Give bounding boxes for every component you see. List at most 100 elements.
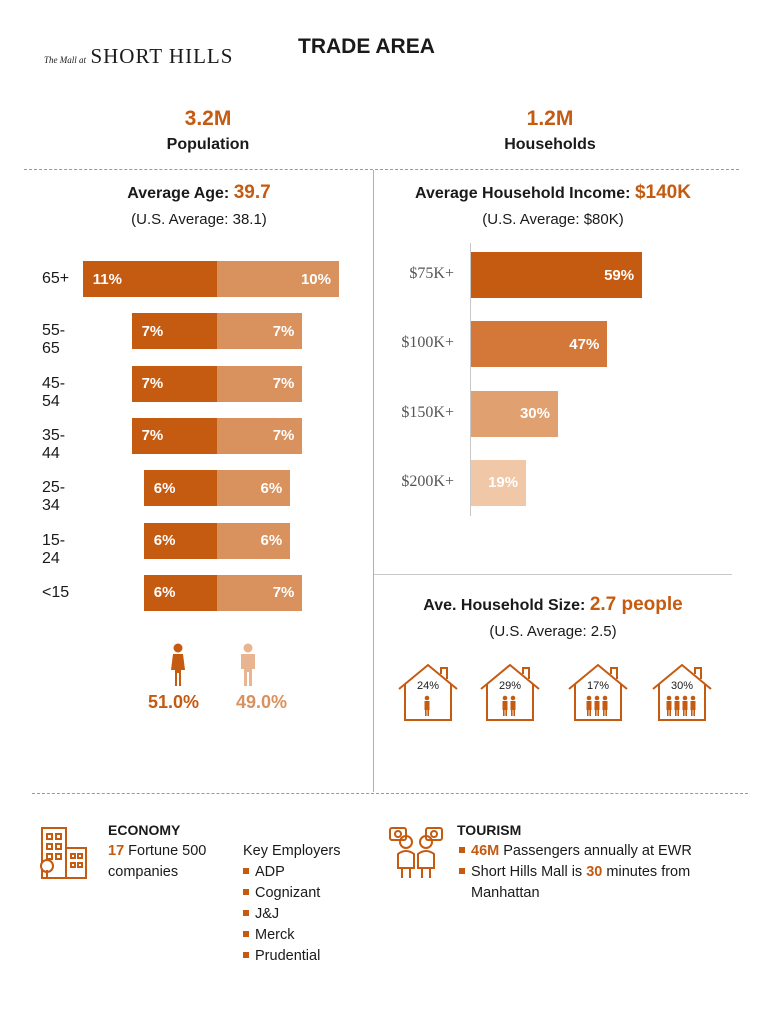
age-category-label: 35-44	[42, 426, 66, 462]
income-bar: 59%	[471, 252, 643, 298]
employer-name: ADP	[255, 864, 285, 880]
age-bar-male: 7%	[217, 313, 303, 350]
fortune-label-2: companies	[108, 864, 179, 880]
male-total: 49.0%	[236, 692, 288, 712]
passengers-number: 46M	[471, 843, 500, 859]
fortune-text: 17 Fortune 500 companies	[108, 841, 206, 883]
age-bar-female: 7%	[131, 365, 217, 402]
income-bar: 30%	[471, 390, 558, 437]
tourism-title: TOURISM	[457, 822, 522, 838]
economy-title: ECONOMY	[108, 822, 181, 838]
age-bar-male: 7%	[217, 365, 303, 402]
bullet-icon	[243, 910, 249, 917]
distance-text-cont: Manhattan	[471, 885, 540, 901]
households-label: Households	[504, 136, 596, 153]
house-percent: 29%	[498, 680, 522, 692]
age-bar-female: 6%	[143, 522, 217, 559]
household-size-heading: Ave. Household Size: 2.7 people	[374, 594, 732, 616]
households-value: 1.2M	[526, 107, 574, 130]
income-category-label: $150K+	[401, 403, 454, 421]
tourism-list: 46M Passengers annually at EWR Short Hil…	[459, 841, 749, 904]
tourism-item: 46M Passengers annually at EWR	[459, 841, 749, 862]
tourism-item: Short Hills Mall is 30 minutes from	[459, 862, 749, 883]
income-bar: 19%	[471, 459, 527, 506]
household-size-label: Ave. Household Size:	[423, 597, 586, 614]
age-category-label: 15-24	[42, 531, 66, 567]
income-category-label: $200K+	[401, 472, 454, 490]
female-total: 51.0%	[148, 692, 200, 712]
avg-age-note: (U.S. Average: 38.1)	[131, 211, 267, 228]
bullet-icon	[243, 952, 249, 959]
employer-name: Merck	[255, 927, 295, 943]
population-label: Population	[166, 136, 250, 153]
house-icon	[651, 662, 713, 727]
key-employers-label: Key Employers	[243, 843, 341, 859]
income-bar: 47%	[471, 321, 608, 368]
bullet-icon	[243, 889, 249, 896]
passengers-text: Passengers annually at EWR	[503, 843, 692, 859]
age-category-label: <15	[42, 583, 70, 601]
logo: The Mall at SHORT HILLS	[44, 44, 274, 69]
divider-vertical	[373, 170, 374, 792]
age-bar-male: 7%	[217, 574, 303, 611]
employer-item: Prudential	[243, 946, 341, 967]
avg-income-heading: Average Household Income: $140K	[374, 182, 732, 204]
page-title: TRADE AREA	[298, 35, 435, 58]
distance-text-post: minutes from	[606, 864, 691, 880]
tourists-icon	[386, 822, 446, 885]
avg-age-heading: Average Age: 39.7	[24, 182, 374, 204]
male-icon	[238, 643, 258, 692]
age-bar-male: 7%	[217, 417, 303, 454]
house-icon	[397, 662, 459, 727]
age-category-label: 55-65	[42, 322, 66, 358]
house-percent: 30%	[670, 680, 694, 692]
fortune-number: 17	[108, 843, 125, 859]
population-value: 3.2M	[184, 107, 232, 130]
household-size-note: (U.S. Average: 2.5)	[489, 623, 617, 640]
household-size-value: 2.7 people	[589, 594, 683, 615]
avg-age-value: 39.7	[233, 182, 271, 203]
avg-income-note: (U.S. Average: $80K)	[482, 211, 624, 228]
bullet-icon	[459, 868, 465, 875]
age-bar-male: 10%	[217, 261, 339, 297]
female-icon	[168, 643, 188, 692]
key-employers: Key Employers ADP Cognizant J&J Merck Pr…	[243, 841, 341, 967]
bullet-icon	[459, 847, 465, 854]
income-axis	[470, 243, 471, 516]
avg-age-label: Average Age:	[127, 185, 230, 202]
divider-mid-right	[374, 574, 732, 575]
employer-name: Prudential	[255, 948, 321, 964]
age-bar-female: 6%	[143, 574, 217, 611]
age-bar-female: 7%	[131, 313, 217, 350]
house-percent: 17%	[586, 680, 610, 692]
avg-income-label: Average Household Income:	[415, 185, 631, 202]
age-category-label: 45-54	[42, 374, 66, 410]
logo-small-text: The Mall at	[44, 55, 86, 65]
house-icon	[479, 662, 541, 727]
age-bar-female: 6%	[143, 470, 217, 507]
fortune-label: Fortune 500	[128, 843, 207, 859]
age-category-label: 25-34	[42, 479, 66, 515]
age-category-label: 65+	[42, 270, 70, 287]
income-category-label: $100K+	[401, 334, 454, 352]
house-icon	[567, 662, 629, 727]
income-category-label: $75K+	[409, 265, 454, 282]
employer-name: J&J	[255, 906, 280, 922]
building-icon	[38, 826, 90, 885]
age-bar-female: 7%	[131, 417, 217, 454]
age-bar-male: 6%	[217, 522, 291, 559]
employer-item: J&J	[243, 904, 341, 925]
divider-top	[24, 169, 739, 170]
distance-text-pre: Short Hills Mall is	[471, 864, 583, 880]
age-bar-female: 11%	[82, 261, 217, 297]
employer-item: Merck	[243, 925, 341, 946]
distance-number: 30	[586, 864, 603, 880]
bullet-icon	[243, 931, 249, 938]
employer-item: Cognizant	[243, 883, 341, 904]
divider-bottom	[32, 793, 748, 794]
avg-income-value: $140K	[634, 182, 691, 203]
employer-item: ADP	[243, 862, 341, 883]
age-bar-male: 6%	[217, 470, 291, 507]
employer-name: Cognizant	[255, 885, 321, 901]
bullet-icon	[243, 868, 249, 875]
